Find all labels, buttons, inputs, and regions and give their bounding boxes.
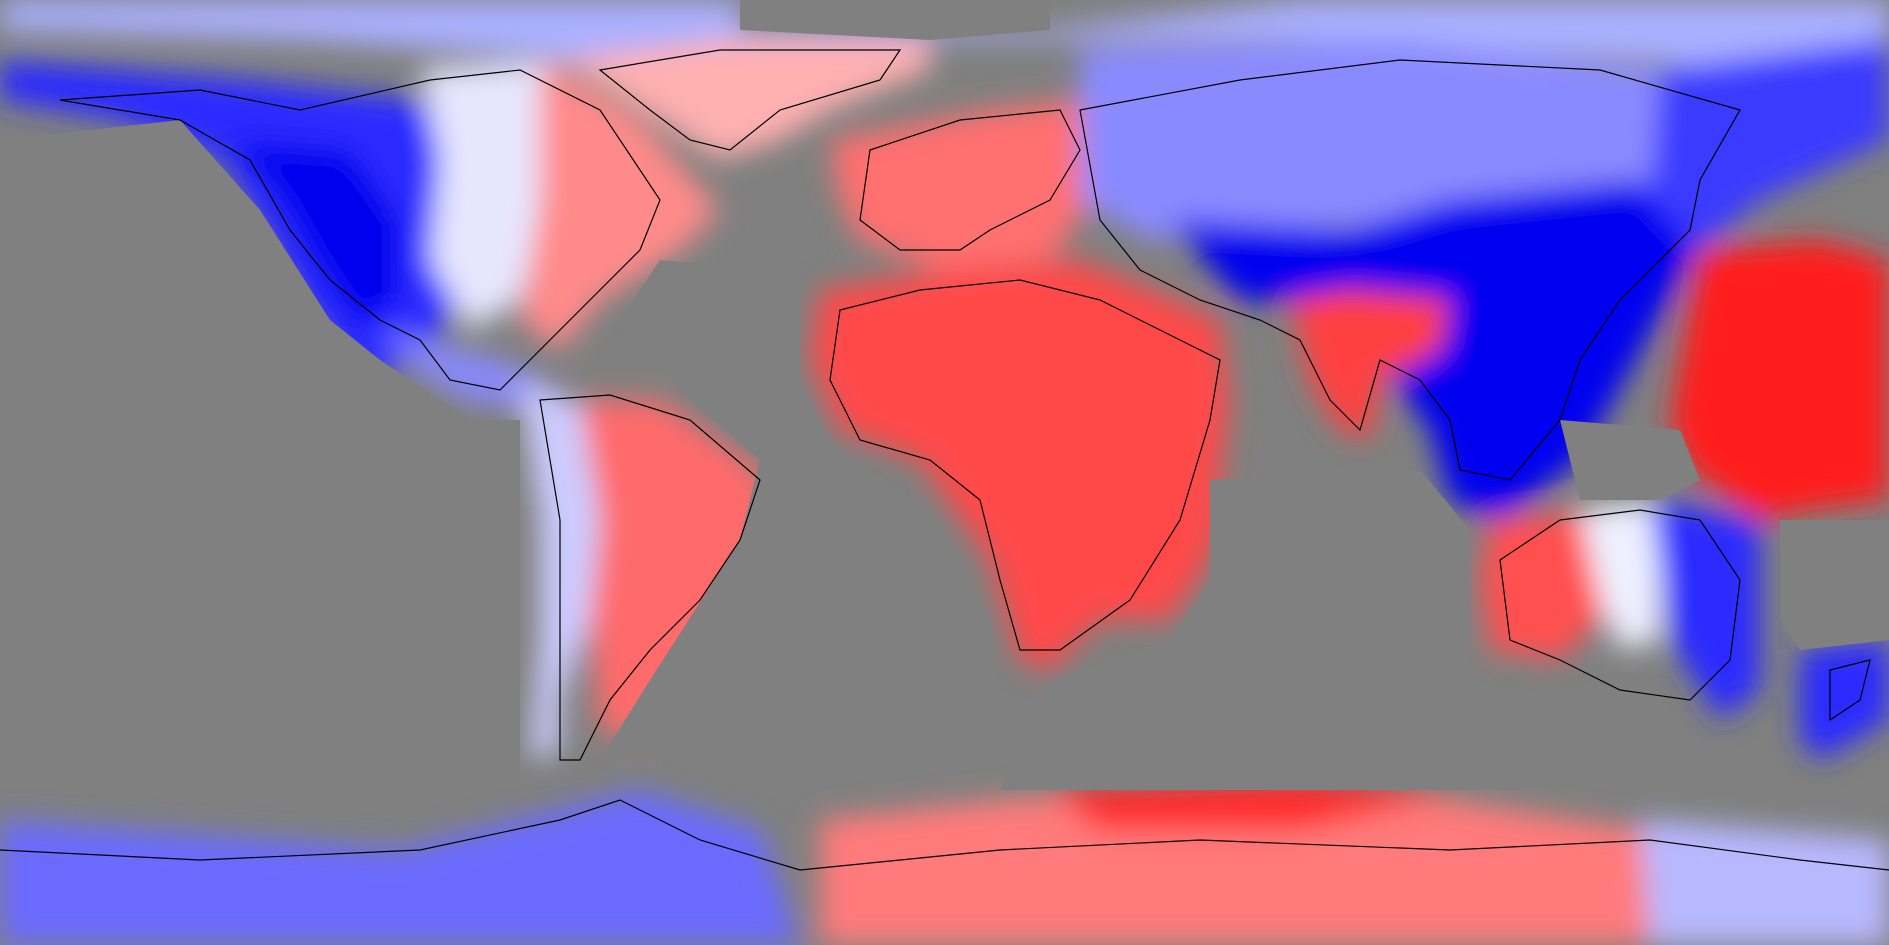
coast-south-america — [539, 394, 761, 761]
coast-europe — [859, 109, 1081, 251]
europe — [830, 100, 1100, 270]
na-center-light — [420, 60, 560, 330]
ocean-overlay — [0, 0, 1889, 790]
australia-center — [1580, 500, 1660, 650]
antarctica-west — [0, 790, 800, 945]
africa — [810, 260, 1230, 670]
antarctica-east-light — [1640, 820, 1889, 945]
new-zealand — [1800, 640, 1889, 760]
atlantic-ocean — [600, 260, 1000, 760]
arctic-band — [0, 0, 1889, 90]
coast-greenland — [598, 49, 902, 151]
south-pacific-ocean-east — [1780, 520, 1889, 650]
coastlines — [0, 49, 1889, 871]
india — [1290, 290, 1450, 440]
arctic-ocean-gap — [740, 0, 1050, 40]
pacific-red-east — [1670, 240, 1889, 520]
australia-east — [1650, 500, 1760, 720]
indian-ocean — [1000, 470, 1700, 790]
coast-new-zealand — [1829, 659, 1871, 722]
na-west-core — [230, 140, 400, 330]
antarctica-core-red — [1050, 780, 1450, 830]
coast-north-america — [59, 69, 661, 391]
central-america — [380, 330, 560, 410]
na-east-red — [520, 60, 720, 350]
coast-australia — [1499, 509, 1741, 701]
greenland — [560, 40, 930, 160]
antarctica-east-red — [820, 790, 1700, 945]
asia-far-east-blue — [1650, 40, 1889, 250]
coast-asia — [1079, 59, 1741, 481]
australia-west — [1480, 510, 1620, 660]
coast-antarctica — [0, 799, 1889, 871]
coast-africa — [829, 279, 1221, 651]
sa-east-red — [580, 400, 770, 740]
west-pacific-ocean — [1560, 420, 1700, 500]
north-pacific-ocean — [0, 120, 520, 790]
